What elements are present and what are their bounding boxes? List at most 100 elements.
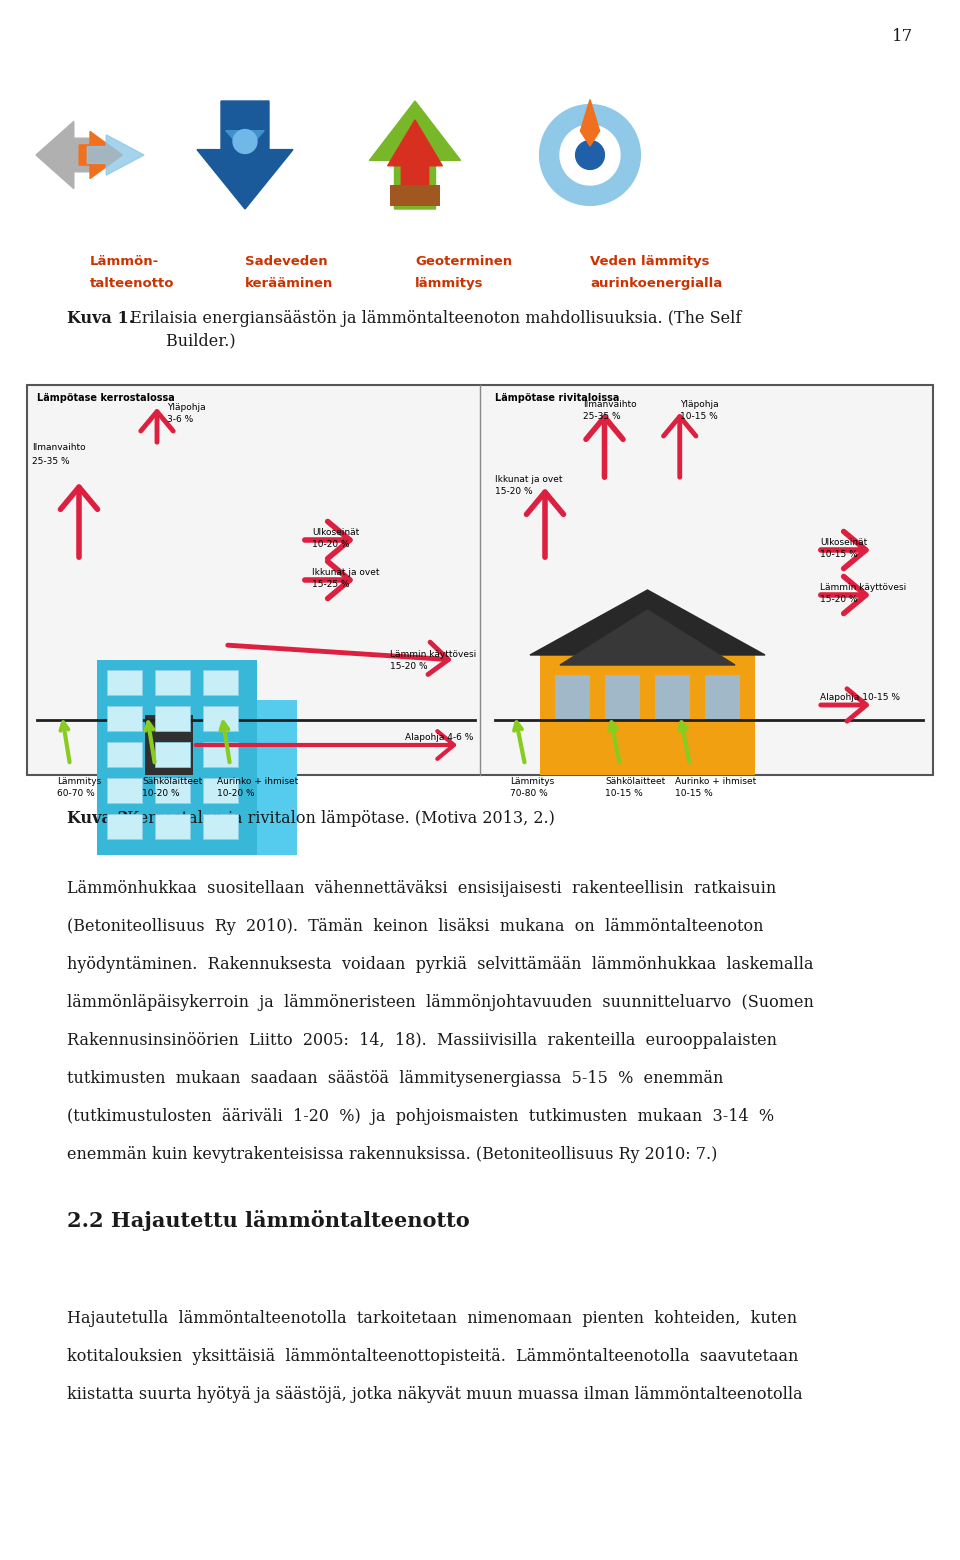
Text: Ilmanvaihto: Ilmanvaihto	[583, 399, 636, 409]
Text: (Betoniteollisuus  Ry  2010).  Tämän  keinon  lisäksi  mukana  on  lämmöntalteen: (Betoniteollisuus Ry 2010). Tämän keinon…	[67, 917, 763, 934]
Text: aurinkoenergialla: aurinkoenergialla	[590, 278, 722, 290]
Text: 10-15 %: 10-15 %	[680, 412, 717, 421]
Text: Ilmanvaihto: Ilmanvaihto	[32, 443, 85, 452]
Text: 60-70 %: 60-70 %	[57, 789, 95, 799]
Polygon shape	[36, 122, 95, 189]
Bar	[655, 675, 690, 721]
Text: Yläpohja: Yläpohja	[167, 402, 205, 412]
Text: 15-20 %: 15-20 %	[820, 594, 857, 604]
Text: 15-20 %: 15-20 %	[390, 661, 427, 671]
Text: Rakennusinsinöörien  Liitto  2005:  14,  18).  Massiivisilla  rakenteilla  euroo: Rakennusinsinöörien Liitto 2005: 14, 18)…	[67, 1033, 777, 1048]
Polygon shape	[581, 100, 600, 147]
Text: hyödyntäminen.  Rakennuksesta  voidaan  pyrkiä  selvittämään  lämmönhukkaa  lask: hyödyntäminen. Rakennuksesta voidaan pyr…	[67, 956, 813, 973]
Bar	[203, 669, 238, 696]
Polygon shape	[560, 610, 735, 665]
Bar	[27, 385, 933, 775]
Text: Ikkunat ja ovet: Ikkunat ja ovet	[495, 474, 563, 484]
Text: Lämpötase rivitaloissa: Lämpötase rivitaloissa	[495, 393, 619, 402]
Bar	[107, 814, 142, 839]
Text: Hajautetulla  lämmöntalteenotolla  tarkoitetaan  nimenomaan  pienten  kohteiden,: Hajautetulla lämmöntalteenotolla tarkoit…	[67, 1310, 797, 1328]
Bar	[155, 743, 190, 768]
Bar	[107, 743, 142, 768]
Text: 17: 17	[892, 28, 913, 45]
Bar	[705, 675, 740, 721]
Polygon shape	[370, 101, 461, 209]
Text: Kerrostalon ja rivitalon lämpötase. (Motiva 2013, 2.): Kerrostalon ja rivitalon lämpötase. (Mot…	[122, 810, 555, 827]
Text: Builder.): Builder.)	[125, 332, 235, 349]
Text: Ulkoseinät: Ulkoseinät	[820, 538, 867, 548]
Bar	[107, 707, 142, 732]
Text: Lämmitys: Lämmitys	[57, 777, 101, 786]
Text: Sadeveden: Sadeveden	[245, 254, 327, 268]
Text: kerääminen: kerääminen	[245, 278, 333, 290]
Bar	[145, 714, 193, 775]
Polygon shape	[540, 105, 640, 206]
Text: Alapohja 4-6 %: Alapohja 4-6 %	[405, 733, 473, 743]
Text: kiistatta suurta hyötyä ja säästöjä, jotka näkyvät muun muassa ilman lämmöntalte: kiistatta suurta hyötyä ja säästöjä, jot…	[67, 1385, 803, 1402]
Text: 10-15 %: 10-15 %	[605, 789, 643, 799]
Text: Ulkoseinät: Ulkoseinät	[312, 527, 359, 537]
Text: Alapohja 10-15 %: Alapohja 10-15 %	[820, 693, 900, 702]
Bar	[203, 778, 238, 803]
Text: 10-20 %: 10-20 %	[217, 789, 254, 799]
Bar	[540, 655, 755, 775]
Text: 70-80 %: 70-80 %	[510, 789, 548, 799]
Polygon shape	[388, 120, 443, 204]
Bar	[97, 660, 257, 855]
Polygon shape	[87, 134, 144, 175]
Text: 10-20 %: 10-20 %	[312, 540, 349, 549]
Text: 2.2 Hajautettu lämmöntalteenotto: 2.2 Hajautettu lämmöntalteenotto	[67, 1211, 469, 1231]
Text: Lämmin käyttövesi: Lämmin käyttövesi	[390, 651, 476, 658]
Text: Sähkölaitteet: Sähkölaitteet	[142, 777, 203, 786]
Text: 25-35 %: 25-35 %	[32, 457, 70, 466]
Text: Lämmin käyttövesi: Lämmin käyttövesi	[820, 583, 906, 591]
Polygon shape	[197, 101, 293, 209]
Text: 10-15 %: 10-15 %	[675, 789, 712, 799]
Text: Lämmitys: Lämmitys	[510, 777, 554, 786]
Text: (tutkimustulosten  ääriväli  1-20  %)  ja  pohjoismaisten  tutkimusten  mukaan  : (tutkimustulosten ääriväli 1-20 %) ja po…	[67, 1108, 774, 1125]
Bar	[107, 778, 142, 803]
Text: Geoterminen: Geoterminen	[415, 254, 512, 268]
Polygon shape	[576, 140, 605, 170]
Text: Veden lämmitys: Veden lämmitys	[590, 254, 709, 268]
Text: kotitalouksien  yksittäisiä  lämmöntalteenottopisteitä.  Lämmöntalteenotolla  sa: kotitalouksien yksittäisiä lämmöntalteen…	[67, 1348, 799, 1365]
Text: Kuva 2.: Kuva 2.	[67, 810, 134, 827]
Bar	[155, 707, 190, 732]
Text: 15-20 %: 15-20 %	[495, 487, 533, 496]
Polygon shape	[79, 131, 123, 178]
Polygon shape	[226, 131, 264, 153]
Bar	[257, 700, 297, 855]
Text: 15-25 %: 15-25 %	[312, 580, 349, 590]
Bar	[555, 675, 590, 721]
Text: Kuva 1.: Kuva 1.	[67, 310, 134, 328]
Text: Aurinko + ihmiset: Aurinko + ihmiset	[675, 777, 756, 786]
Bar	[605, 675, 640, 721]
Text: Erilaisia energiansäästön ja lämmöntalteenoton mahdollisuuksia. (The Self: Erilaisia energiansäästön ja lämmöntalte…	[125, 310, 741, 328]
Text: lämmitys: lämmitys	[415, 278, 484, 290]
Text: 10-15 %: 10-15 %	[820, 551, 857, 558]
Bar	[203, 814, 238, 839]
Bar	[155, 778, 190, 803]
Text: enemmän kuin kevytrakenteisissa rakennuksissa. (Betoniteollisuus Ry 2010: 7.): enemmän kuin kevytrakenteisissa rakennuk…	[67, 1147, 717, 1164]
Bar	[203, 743, 238, 768]
Bar	[107, 669, 142, 696]
Bar	[203, 707, 238, 732]
Text: 25-35 %: 25-35 %	[583, 412, 620, 421]
Text: lämmönläpäisykerroin  ja  lämmöneristeen  lämmönjohtavuuden  suunnitteluarvo  (S: lämmönläpäisykerroin ja lämmöneristeen l…	[67, 994, 814, 1011]
Text: 10-20 %: 10-20 %	[142, 789, 180, 799]
Text: tutkimusten  mukaan  saadaan  säästöä  lämmitysenergiassa  5-15  %  enemmän: tutkimusten mukaan saadaan säästöä lämmi…	[67, 1070, 724, 1087]
Text: Lämpötase kerrostalossa: Lämpötase kerrostalossa	[37, 393, 175, 402]
Text: talteenotto: talteenotto	[90, 278, 175, 290]
Text: 3-6 %: 3-6 %	[167, 415, 193, 424]
Polygon shape	[560, 125, 620, 186]
Text: Aurinko + ihmiset: Aurinko + ihmiset	[217, 777, 299, 786]
Text: Sähkölaitteet: Sähkölaitteet	[605, 777, 665, 786]
Text: Yläpohja: Yläpohja	[680, 399, 718, 409]
Bar	[390, 184, 440, 206]
Bar	[155, 814, 190, 839]
Polygon shape	[530, 590, 765, 655]
Polygon shape	[233, 129, 257, 153]
Bar	[155, 669, 190, 696]
Text: Lämmönhukkaa  suositellaan  vähennettäväksi  ensisijaisesti  rakenteellisin  rat: Lämmönhukkaa suositellaan vähennettäväks…	[67, 880, 777, 897]
Text: Lämmön-: Lämmön-	[90, 254, 159, 268]
